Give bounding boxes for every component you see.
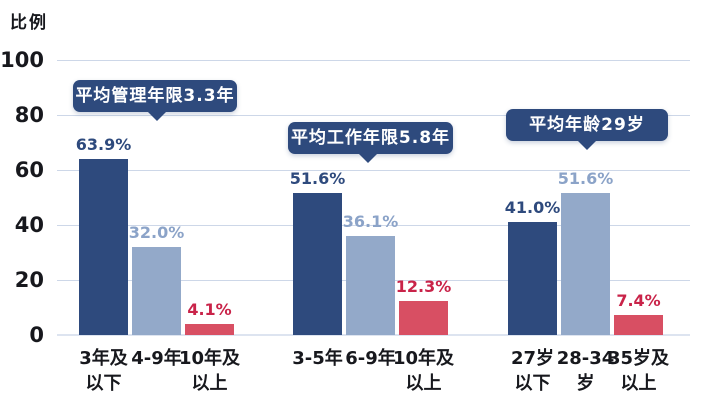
bar (185, 323, 234, 335)
bar (561, 193, 610, 335)
callout-pointer (577, 140, 597, 150)
x-axis-category-label: 以下 (85, 373, 122, 394)
x-axis-category-label: 以上 (620, 373, 657, 394)
gridline (57, 224, 690, 226)
x-axis-category-label: 6-9年 (345, 348, 396, 369)
bar-value-label: 4.1% (187, 299, 232, 319)
gridline (57, 334, 690, 336)
x-axis-category-label: 以上 (191, 373, 228, 394)
x-axis-category-label: 3年及 (79, 348, 128, 369)
annotation-callout: 平均管理年限3.3年 (73, 80, 237, 112)
x-axis-category-label: 35岁及 (607, 348, 670, 369)
bar-value-label: 12.3% (395, 277, 452, 297)
bar-value-label: 51.6% (289, 169, 346, 189)
gridline (57, 169, 690, 171)
y-axis-tick-label: 20 (14, 268, 44, 292)
bar-value-label: 32.0% (128, 223, 185, 242)
x-axis-category-label: 以下 (514, 373, 551, 394)
x-axis-category-label: 10年及 (392, 348, 455, 369)
bar (293, 193, 342, 335)
y-axis-tick-label: 40 (14, 213, 44, 237)
callout-pointer (358, 153, 378, 163)
x-axis-category-label: 27岁 (510, 348, 555, 369)
callout-pointer (147, 111, 167, 121)
bar (79, 159, 128, 335)
annotation-callout: 平均年龄29岁 (506, 109, 668, 141)
bar (508, 222, 557, 335)
x-axis-category-label: 岁 (576, 373, 595, 394)
y-axis-tick-label: 80 (14, 103, 44, 127)
y-axis-tick-label: 60 (14, 158, 44, 182)
annotation-callout: 平均工作年限5.8年 (288, 122, 453, 154)
bar-value-label: 7.4% (616, 290, 661, 310)
x-axis-category-label: 4-9年 (131, 348, 182, 369)
bar-value-label: 36.1% (342, 211, 399, 231)
gridline (57, 114, 690, 116)
x-axis-category-label: 3-5年 (292, 348, 343, 369)
y-axis-title: 比例 (10, 13, 48, 33)
bar (614, 314, 663, 335)
bar-value-label: 41.0% (504, 198, 561, 218)
bar (399, 301, 448, 335)
bar (132, 247, 181, 335)
bar (346, 235, 395, 335)
y-axis-tick-label: 0 (29, 323, 44, 347)
x-axis-category-label: 10年及 (178, 348, 241, 369)
x-axis-category-label: 28-34 (556, 348, 615, 369)
bar-value-label: 63.9% (75, 135, 132, 155)
bar-value-label: 51.6% (557, 169, 614, 189)
y-axis-tick-label: 100 (0, 48, 44, 72)
gridline (57, 59, 690, 61)
x-axis-category-label: 以上 (405, 373, 442, 394)
